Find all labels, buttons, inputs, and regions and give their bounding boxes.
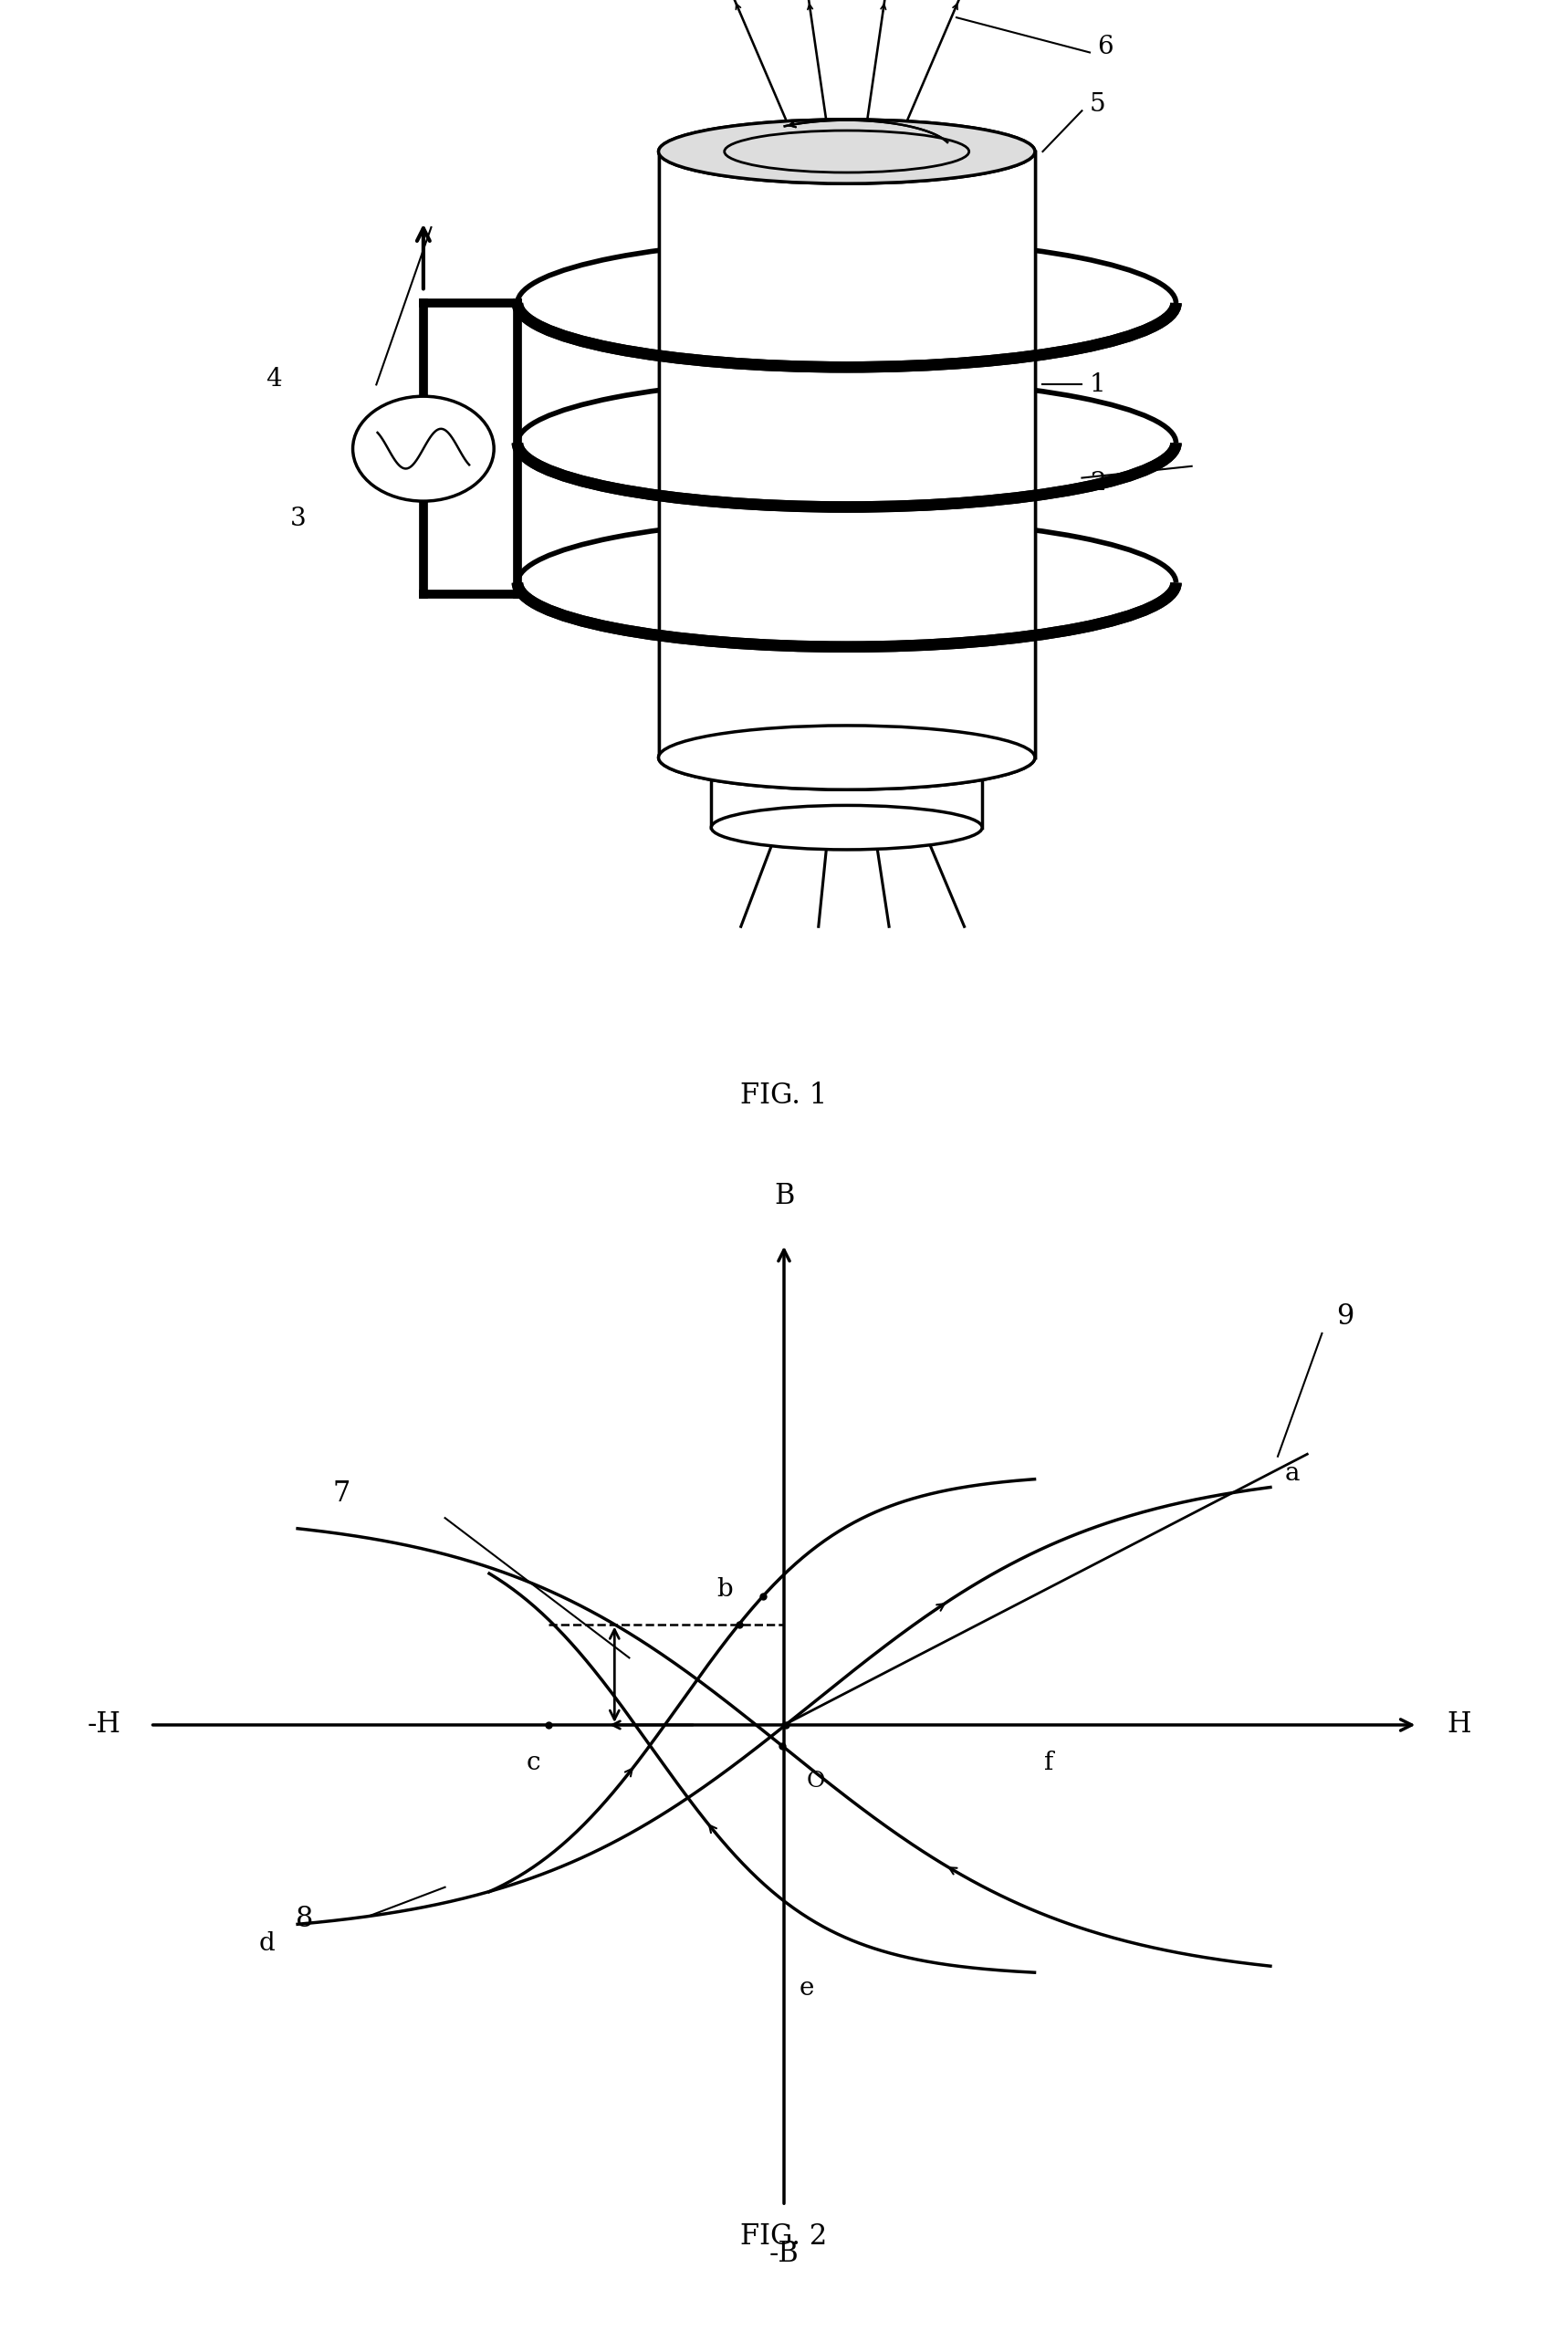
Text: H: H: [1447, 1711, 1471, 1739]
Ellipse shape: [712, 807, 982, 851]
Text: 7: 7: [332, 1480, 351, 1508]
Text: -B: -B: [768, 2240, 800, 2268]
Text: e: e: [798, 1977, 814, 2000]
Text: B: B: [773, 1182, 795, 1210]
Text: 4: 4: [267, 366, 282, 392]
Text: FIG. 2: FIG. 2: [740, 2221, 828, 2252]
Text: f: f: [1044, 1751, 1054, 1776]
Ellipse shape: [712, 737, 982, 781]
Text: b: b: [717, 1578, 732, 1601]
Text: FIG. 1: FIG. 1: [740, 1082, 828, 1110]
Text: 9: 9: [1336, 1303, 1355, 1331]
Text: 5: 5: [1090, 93, 1105, 117]
Text: 2: 2: [1090, 471, 1105, 497]
Ellipse shape: [659, 119, 1035, 184]
Text: O: O: [806, 1769, 825, 1793]
Circle shape: [353, 396, 494, 501]
Text: d: d: [259, 1930, 276, 1956]
Ellipse shape: [659, 119, 1035, 184]
Ellipse shape: [659, 725, 1035, 790]
Text: 8: 8: [296, 1904, 314, 1932]
Text: -H: -H: [88, 1711, 121, 1739]
Text: 3: 3: [290, 506, 306, 531]
Text: 1: 1: [1090, 373, 1105, 396]
Ellipse shape: [659, 725, 1035, 790]
Text: a: a: [1286, 1462, 1300, 1485]
Text: 6: 6: [1098, 35, 1113, 58]
Polygon shape: [659, 152, 1035, 758]
Text: c: c: [527, 1751, 541, 1776]
